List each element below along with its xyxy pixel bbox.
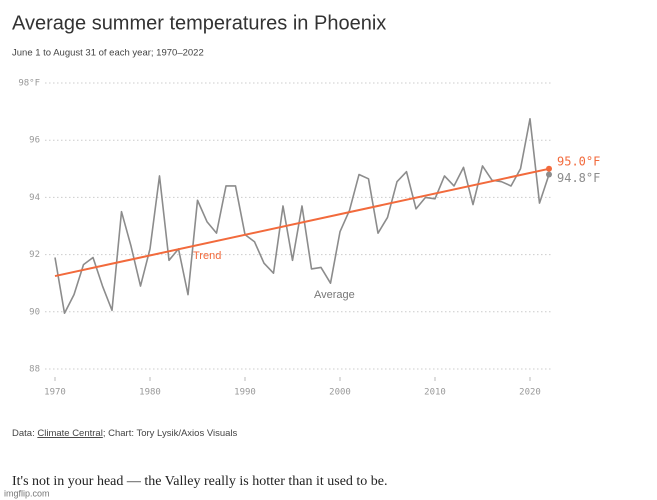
end-dot — [546, 165, 552, 172]
source-suffix: ; Chart: Tory Lysik/Axios Visuals — [103, 428, 238, 439]
line-1 — [54, 167, 550, 278]
series-label: Average — [314, 289, 355, 301]
chart-subtitle: June 1 to August 31 of each year; 1970–2… — [12, 48, 204, 59]
caption: It's not in your head — the Valley reall… — [12, 474, 388, 489]
y-tick-label: 88 — [29, 365, 40, 375]
x-tick-label: 1990 — [234, 388, 256, 398]
watermark: imgflip.com — [4, 488, 50, 498]
y-tick-label: 96 — [29, 136, 40, 146]
y-tick-label: 90 — [29, 307, 40, 317]
source-prefix: Data: — [12, 428, 35, 439]
y-tick-label: 98°F — [18, 79, 40, 89]
series-label: Trend — [193, 250, 221, 262]
x-tick-label: 2010 — [424, 388, 446, 398]
x-tick-label: 1970 — [44, 388, 66, 398]
x-tick-label: 2000 — [329, 388, 351, 398]
source: Data: Climate Central; Chart: Tory Lysik… — [12, 428, 238, 439]
y-tick-label: 92 — [29, 250, 40, 260]
x-tick-label: 1980 — [139, 388, 161, 398]
chart-title: Average summer temperatures in Phoenix — [12, 12, 386, 34]
value-label: 94.8°F — [557, 171, 600, 185]
value-label: 95.0°F — [557, 154, 600, 168]
source-link[interactable]: Climate Central — [37, 428, 102, 439]
line-0 — [54, 117, 550, 315]
end-dot — [546, 171, 552, 178]
x-tick-label: 2020 — [519, 388, 541, 398]
y-tick-label: 94 — [29, 193, 40, 203]
